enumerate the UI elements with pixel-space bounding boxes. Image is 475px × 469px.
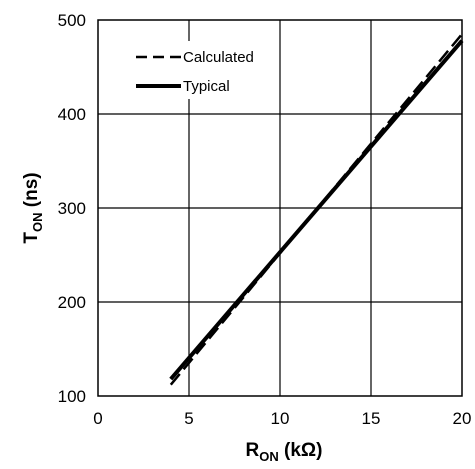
x-tick-label: 15	[362, 409, 381, 428]
x-tick-labels: 0 5 10 15 20	[93, 409, 471, 428]
plot-frame	[97, 19, 463, 397]
x-axis-title-unit: (kΩ)	[279, 440, 323, 461]
legend-label-calculated: Calculated	[183, 49, 254, 66]
grid-lines	[98, 20, 462, 396]
y-tick-label: 500	[58, 11, 86, 30]
legend-label-typical: Typical	[183, 78, 230, 95]
y-axis-title-main: T	[21, 232, 42, 244]
y-tick-label: 300	[58, 199, 86, 218]
legend: Calculated Typical	[132, 41, 254, 99]
y-tick-label: 400	[58, 105, 86, 124]
x-tick-label: 10	[271, 409, 290, 428]
x-axis-title-sub: ON	[259, 449, 279, 464]
x-axis-title-main: R	[246, 440, 260, 461]
legend-background	[132, 41, 248, 99]
series-layer	[169, 33, 464, 386]
y-tick-label: 100	[58, 387, 86, 406]
y-tick-labels: 100 200 300 400 500	[58, 11, 86, 406]
x-axis-title: RON (kΩ)	[246, 440, 323, 464]
series-line-typical	[169, 39, 464, 381]
y-axis-title: TON (ns)	[21, 172, 45, 243]
y-axis-title-sub: ON	[30, 213, 45, 233]
y-tick-label: 200	[58, 293, 86, 312]
x-tick-label: 0	[93, 409, 102, 428]
y-axis-title-unit: (ns)	[21, 172, 42, 212]
x-tick-label: 20	[453, 409, 472, 428]
x-tick-label: 5	[184, 409, 193, 428]
